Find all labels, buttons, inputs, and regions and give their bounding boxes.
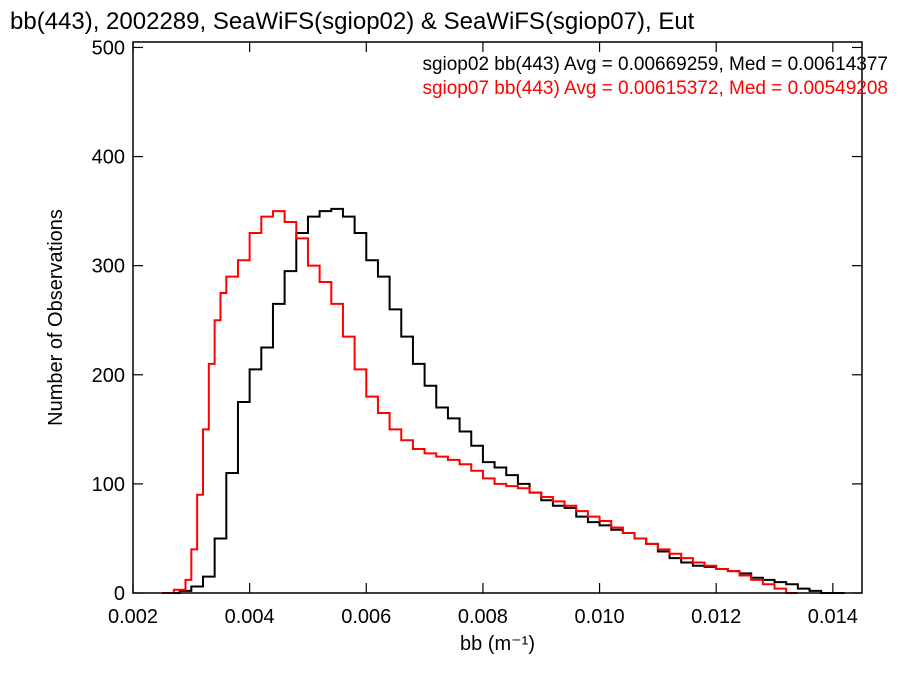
legend-entry-sgiop07: sgiop07 bb(443) Avg = 0.00615372, Med = …: [422, 78, 888, 99]
legend: sgiop02 bb(443) Avg = 0.00669259, Med = …: [422, 54, 888, 99]
series-line-sgiop07: [162, 210, 798, 594]
x-tick-label: 0.014: [808, 606, 858, 628]
y-tick-label: 0: [114, 583, 125, 605]
x-tick-label: 0.006: [341, 606, 391, 628]
x-tick-label: 0.010: [575, 606, 625, 628]
y-tick-label: 500: [92, 37, 125, 59]
chart-title: bb(443), 2002289, SeaWiFS(sgiop02) & Sea…: [10, 8, 695, 35]
y-tick-label: 400: [92, 147, 125, 169]
plot-series: [162, 207, 845, 594]
x-tick-label: 0.008: [458, 606, 508, 628]
y-tick-label: 300: [92, 256, 125, 278]
axis-ticks: 0.002 0.004 0.006 0.008 0.010 0.012 0.014 0 100 2…: [92, 37, 862, 628]
x-tick-label: 0.004: [225, 606, 275, 628]
y-tick-label: 200: [92, 365, 125, 387]
plot-frame: [132, 41, 863, 594]
x-axis-label: bb (m⁻¹): [460, 633, 535, 655]
y-tick-label: 100: [92, 474, 125, 496]
y-axis-label: Number of Observations: [45, 209, 67, 426]
x-tick-label: 0.002: [108, 606, 158, 628]
x-tick-label: 0.012: [691, 606, 741, 628]
legend-entry-sgiop02: sgiop02 bb(443) Avg = 0.00669259, Med = …: [422, 54, 888, 75]
series-line-sgiop02: [162, 207, 845, 594]
